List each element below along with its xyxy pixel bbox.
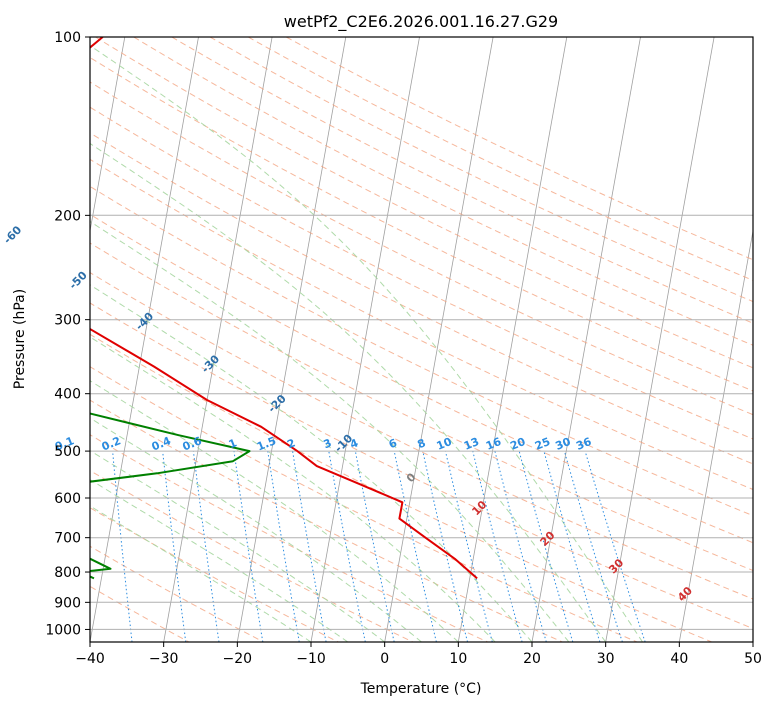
moist-adiabat-line	[90, 142, 607, 642]
x-tick-label: 50	[744, 651, 762, 667]
mixing-ratio-line	[472, 450, 523, 642]
mixing-ratio-label: 1	[227, 436, 239, 451]
mixing-ratio-line	[518, 450, 574, 642]
y-tick-label: 1000	[45, 622, 81, 638]
dry-adiabat-line	[90, 81, 753, 416]
mixing-ratio-line	[162, 451, 187, 642]
x-tick-label: 40	[670, 651, 688, 667]
mixing-ratio-line	[563, 450, 623, 642]
x-axis-label: Temperature (°C)	[360, 681, 482, 697]
y-tick-label: 200	[54, 208, 81, 224]
isotherm-line	[236, 37, 347, 642]
mixing-ratio-line	[494, 450, 547, 642]
dry-adiabat-line	[90, 333, 712, 642]
x-tick-label: −40	[75, 651, 105, 667]
mixing-ratio-line	[422, 450, 468, 642]
x-tick-label: −20	[223, 651, 253, 667]
isotherm-line	[163, 37, 273, 642]
isotherm-line	[457, 37, 568, 642]
dry-adiabat-line	[90, 185, 753, 517]
isotherm-line	[90, 37, 126, 234]
x-tick-label: 30	[597, 651, 615, 667]
mixing-ratio-line	[233, 451, 264, 642]
x-axis-ticks: −40 −30 −20 −10 0 10 20 30 40 50	[75, 642, 762, 667]
profile-series	[90, 37, 478, 580]
isotherm-line	[384, 37, 494, 642]
isotherm-line	[90, 37, 199, 642]
dry-adiabat-line	[90, 271, 753, 600]
mixing-ratio-line	[393, 450, 437, 642]
x-tick-label: −10	[296, 651, 326, 667]
isotherm-line	[531, 37, 641, 642]
moist-adiabat-line	[90, 44, 643, 642]
mixing-ratio-label: 10	[435, 435, 454, 453]
moist-adiabat-line	[90, 450, 385, 642]
mixing-ratio-label: 2	[285, 436, 297, 451]
mixing-ratio-line	[584, 450, 646, 642]
background-lines	[90, 37, 753, 642]
dry-adiabat-line	[95, 37, 753, 369]
y-tick-label: 100	[54, 30, 81, 46]
x-tick-label: 20	[523, 651, 541, 667]
isotherm-line	[605, 37, 715, 642]
dry-adiabat-line	[90, 56, 753, 392]
mixing-ratio-label: 25	[533, 435, 552, 453]
x-tick-label: 0	[380, 651, 389, 667]
mixing-ratio-line	[328, 451, 366, 642]
pressure-gridlines	[90, 37, 753, 630]
x-tick-label: −30	[149, 651, 179, 667]
mixing-ratio-label: 16	[484, 435, 503, 453]
mixing-ratio-line	[543, 450, 601, 642]
dry-adiabat-line	[90, 106, 753, 440]
y-axis-label: Pressure (hPa)	[12, 289, 28, 389]
mixing-ratio-label: 3	[322, 436, 334, 451]
y-axis-ticks: 100 200 300 400 500 600 700 800 900 1000	[45, 30, 90, 638]
temperature-profile-line	[90, 37, 478, 580]
isotherm-line	[678, 228, 753, 642]
mixing-ratio-line	[354, 451, 395, 642]
dry-adiabat-line	[133, 37, 753, 346]
y-tick-label: 400	[54, 387, 81, 403]
mixing-ratio-label: 36	[574, 435, 593, 453]
y-tick-label: 700	[54, 531, 81, 547]
moist-adiabat-line	[90, 220, 570, 642]
dry-adiabat-line	[286, 37, 753, 261]
mixing-ratio-label: 8	[416, 436, 428, 451]
dry-adiabat-line	[90, 213, 753, 544]
plot-frame	[89, 36, 754, 643]
x-tick-label: 10	[449, 651, 467, 667]
mixing-ratio-label: 20	[508, 435, 527, 453]
y-tick-label: 600	[54, 491, 81, 507]
chart-title: wetPf2_C2E6.2026.001.16.27.G29	[284, 12, 558, 32]
mixing-ratio-label: 30	[554, 435, 573, 453]
mixing-ratio-line	[192, 451, 220, 642]
dry-adiabat-line	[90, 132, 753, 465]
y-tick-label: 800	[54, 565, 81, 581]
y-tick-label: 900	[54, 595, 81, 611]
y-tick-label: 300	[54, 313, 81, 329]
moist-adiabat-line	[90, 336, 496, 642]
y-tick-label: 500	[54, 444, 81, 460]
mixing-ratio-label: 13	[462, 435, 481, 453]
dry-adiabat-line	[90, 302, 753, 630]
moist-adiabat-line	[90, 380, 459, 642]
dry-adiabat-line	[90, 434, 488, 642]
mixing-ratio-line	[112, 451, 133, 642]
dry-adiabat-line	[209, 37, 753, 303]
mixing-ratio-line	[445, 450, 493, 642]
moist-adiabat-line	[90, 479, 349, 642]
